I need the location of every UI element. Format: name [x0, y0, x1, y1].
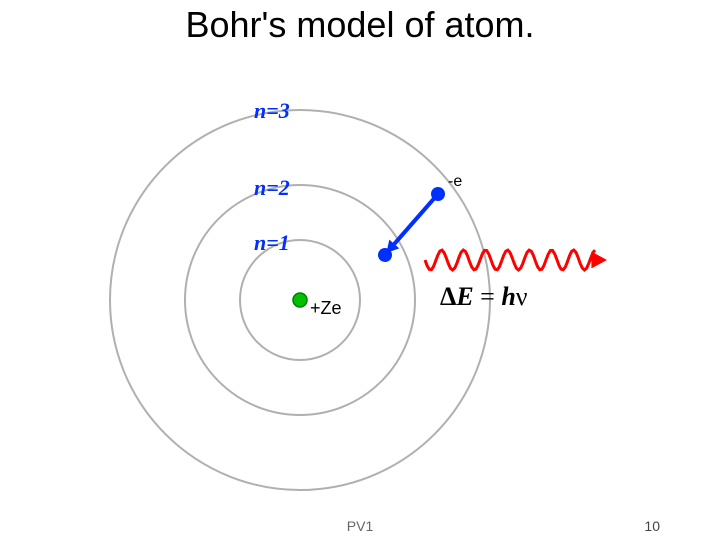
electron-inner	[378, 248, 392, 262]
footer-code: PV1	[0, 518, 720, 534]
nucleus-label: +Ze	[310, 298, 342, 318]
orbit-label-3: n=3	[254, 98, 290, 123]
photon-arrowhead	[591, 252, 607, 269]
orbit-label-2: n=2	[254, 175, 290, 200]
nucleus	[293, 293, 307, 307]
energy-equation: ΔE = hν	[440, 282, 528, 311]
photon-wave	[425, 250, 595, 270]
page-number: 10	[644, 518, 660, 534]
slide: Bohr's model of atom. n=1n=2n=3+Ze-eΔE =…	[0, 0, 720, 540]
electron-outer-label: -e	[448, 173, 462, 190]
orbit-label-1: n=1	[254, 230, 290, 255]
bohr-diagram: n=1 n=2 n=3 +Ze -e ΔE = hν	[0, 0, 720, 540]
electron-outer	[431, 187, 445, 201]
transition-arrow-line	[389, 194, 438, 250]
